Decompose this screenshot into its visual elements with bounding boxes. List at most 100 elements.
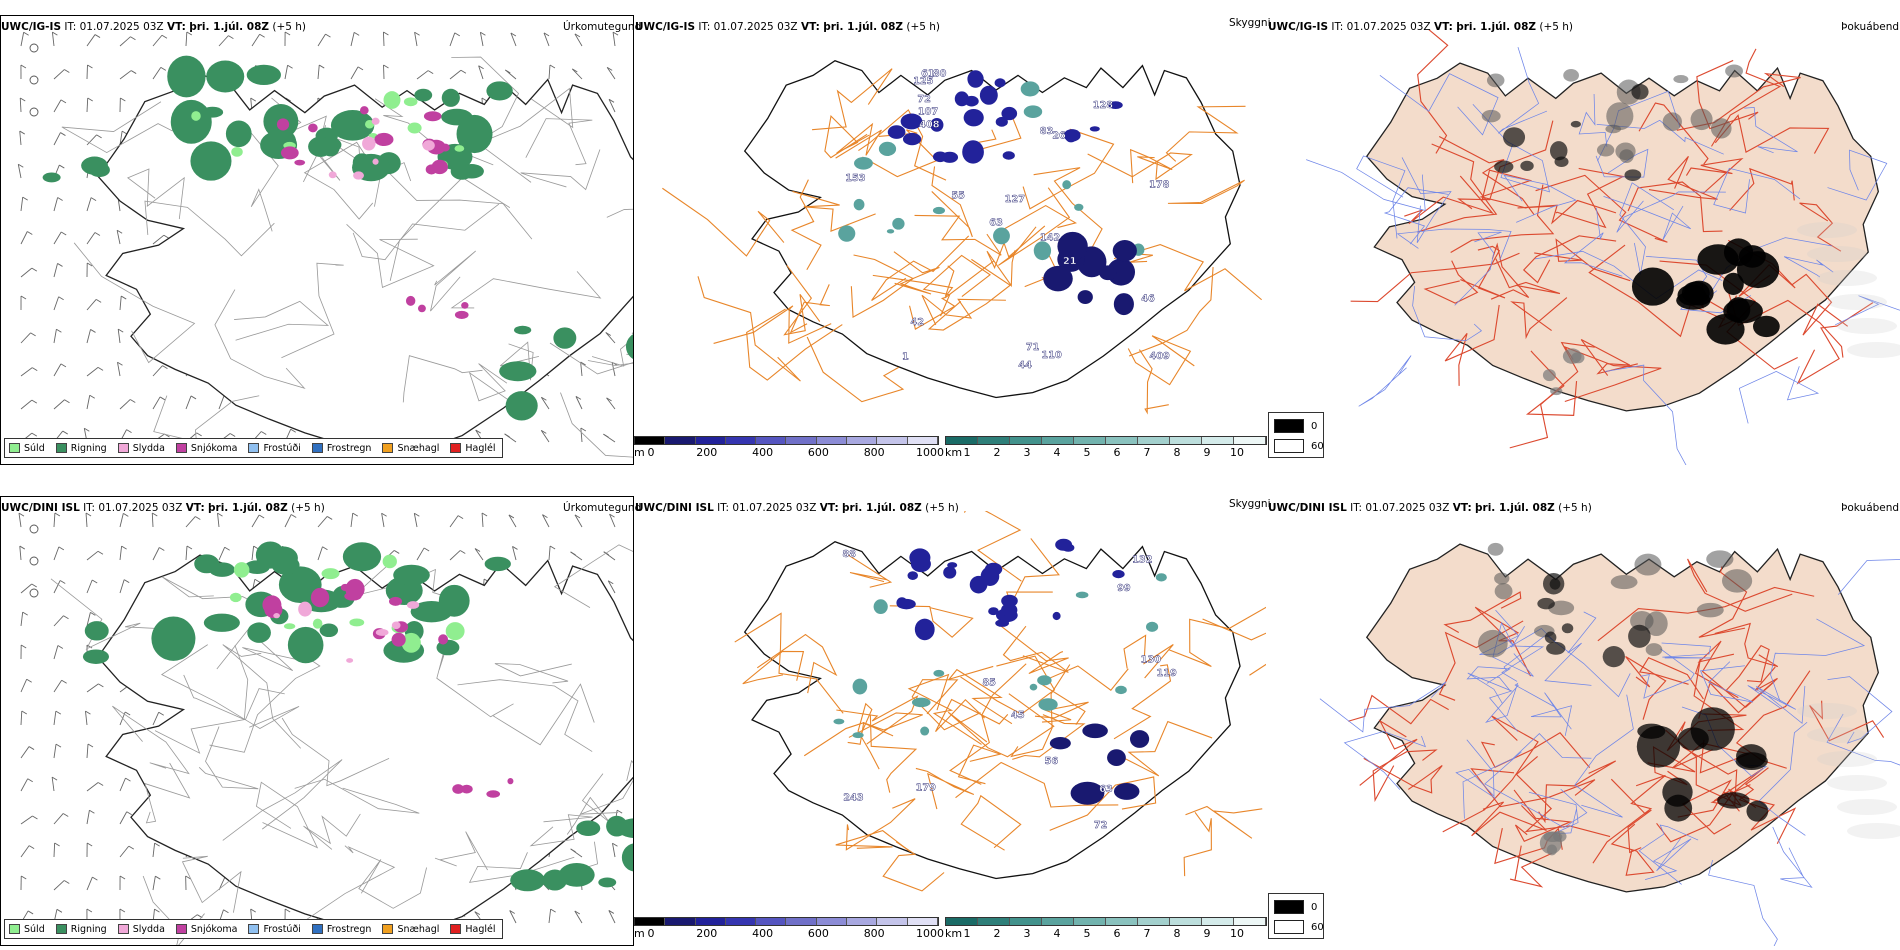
- wind-barb: [53, 132, 61, 146]
- river-line: [1379, 73, 1499, 136]
- iceland-group: [50, 541, 633, 945]
- wind-barb-tick: [457, 515, 464, 519]
- wind-barb-tick: [64, 880, 70, 884]
- river-line: [1619, 182, 1675, 275]
- wind-barb: [416, 547, 425, 561]
- road-line: [1138, 349, 1169, 415]
- low-vis-area: [1155, 573, 1167, 582]
- wind-barb-tick: [119, 908, 126, 913]
- wind-barb: [20, 778, 29, 792]
- colorbar-unit: km: [945, 927, 963, 940]
- wind-barb-tick: [125, 777, 131, 782]
- vis-value-label: 88: [842, 549, 856, 560]
- fog-area: [1735, 752, 1768, 771]
- wind-barb-tick: [87, 97, 93, 102]
- road-line: [520, 149, 601, 191]
- wind-barb-tick: [508, 514, 515, 519]
- terrain-fog-area: [943, 566, 957, 579]
- snow-area: [461, 302, 469, 309]
- rain-area: [621, 843, 633, 872]
- fog-area: [1710, 118, 1732, 139]
- colorbar-strip: [945, 436, 1267, 445]
- road-line: [281, 717, 390, 787]
- wind-barb: [284, 514, 292, 528]
- colorbar-tick-label: 2: [993, 927, 1001, 940]
- snow-area: [280, 146, 299, 160]
- terrain-fog-area: [962, 140, 984, 164]
- colorbar-unit: km: [945, 446, 963, 459]
- fog-type-label-bottom: Þokuábendi: [1841, 502, 1900, 514]
- colorbar-tick-label: 10: [1230, 927, 1244, 940]
- road-line: [457, 679, 593, 752]
- road-line: [957, 744, 1003, 785]
- snow-area: [452, 784, 465, 794]
- low-vis-area: [852, 678, 868, 695]
- colorbar-segment: [1042, 437, 1074, 444]
- low-vis-area: [1075, 591, 1089, 599]
- road-line: [1809, 700, 1885, 742]
- rain-area: [553, 327, 577, 349]
- wind-barb: [381, 513, 385, 528]
- legend-item: Snjókoma: [175, 924, 237, 935]
- wind-barb-tick: [381, 512, 387, 517]
- road-line: [915, 767, 975, 810]
- terrain-fog-area: [1049, 737, 1071, 750]
- vis-value-label: 127: [1005, 194, 1026, 205]
- legend-item: Slydda: [117, 443, 165, 454]
- fog-legend-item: 0: [1274, 900, 1317, 914]
- wind-barb-tick: [51, 776, 58, 781]
- wind-barb: [612, 843, 616, 858]
- wind-barb-tick: [543, 32, 550, 37]
- rain-area: [616, 818, 633, 839]
- road-line: [209, 645, 321, 753]
- wind-barb-tick: [57, 263, 63, 267]
- colorbar-unit: m: [634, 927, 645, 940]
- colorbar-segment: [816, 918, 848, 925]
- low-vis-area: [1020, 81, 1040, 97]
- road-line: [525, 118, 593, 166]
- terrain-fog-area: [954, 91, 969, 107]
- vis-value-label: 42: [910, 317, 924, 328]
- wind-barb-tick: [393, 550, 400, 554]
- rain-area: [246, 64, 281, 85]
- vis-value-label: 409: [1149, 351, 1170, 362]
- terrain-fog-area: [1070, 781, 1105, 805]
- colorbar-segment: [756, 437, 787, 444]
- fog-area: [1662, 777, 1693, 807]
- wind-barb-tick: [254, 578, 261, 583]
- fog-area: [1571, 352, 1585, 364]
- wind-barb-tick: [570, 848, 576, 853]
- wind-barb-tick: [54, 842, 60, 847]
- river-line: [1784, 256, 1834, 278]
- river-line: [1708, 859, 1778, 946]
- wind-barb-tick: [190, 395, 197, 400]
- road-line: [1714, 622, 1779, 668]
- calm-circle: [29, 556, 39, 566]
- rain-area: [84, 621, 109, 641]
- wind-barb: [53, 512, 56, 528]
- wind-barb: [119, 36, 131, 47]
- vis-value-label: 99: [1117, 583, 1131, 594]
- colorbar-tick-label: 1: [963, 927, 971, 940]
- legend-swatch: [382, 443, 394, 453]
- road-line: [960, 794, 1022, 851]
- fog-area: [1520, 160, 1534, 172]
- wind-barb: [607, 580, 616, 594]
- wind-barb-tick: [130, 70, 137, 74]
- road-line: [303, 141, 378, 220]
- colorbar-segment: [1042, 918, 1074, 925]
- offshore-fog: [1827, 775, 1887, 791]
- wind-barb: [474, 548, 484, 561]
- colorbar-segment: [1106, 918, 1138, 925]
- wind-barb: [20, 367, 33, 377]
- colorbar-tick-label: 400: [752, 927, 774, 940]
- wind-barb: [119, 579, 125, 594]
- road-line: [126, 168, 185, 220]
- drizzle-area: [191, 111, 201, 121]
- wind-barb: [85, 513, 88, 528]
- wind-barb-tick: [90, 329, 96, 333]
- colorbar-segment: [907, 437, 938, 444]
- legend-item: Frostúði: [248, 924, 301, 935]
- rain-area: [414, 88, 433, 102]
- colorbar-tick-label: 7: [1143, 446, 1151, 459]
